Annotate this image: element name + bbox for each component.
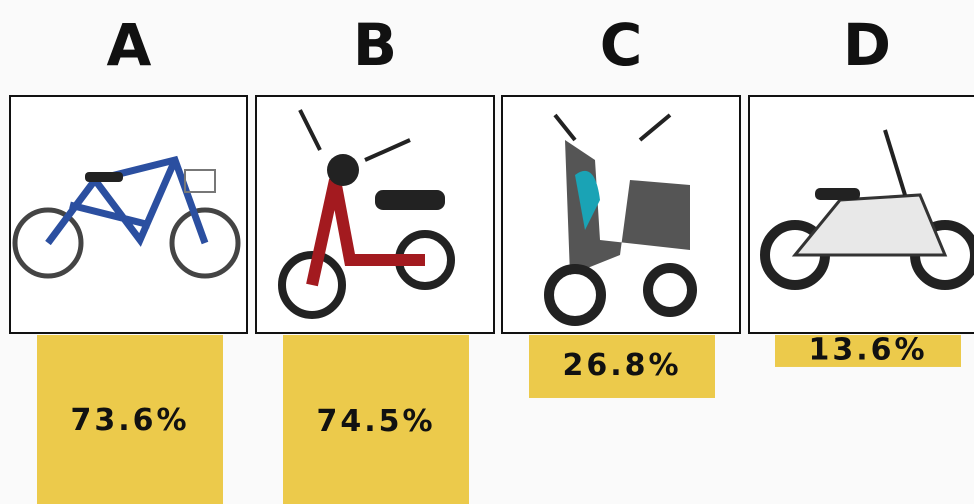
category-label: B — [353, 11, 397, 79]
category-label: D — [843, 11, 891, 79]
chart: A 73.6% B 74.5% C 26.8% D 13.6% — [0, 0, 974, 504]
page: {"chart_data": {"type": "bar", "categori… — [0, 0, 974, 504]
value-label: 73.6% — [70, 403, 189, 438]
photo-b — [256, 96, 494, 333]
photo-c — [502, 96, 740, 333]
value-label: 26.8% — [562, 348, 681, 383]
value-label: 74.5% — [316, 404, 435, 439]
category-label: C — [600, 11, 643, 79]
photo-d — [749, 96, 974, 333]
value-label: 13.6% — [808, 332, 927, 367]
category-label: A — [107, 11, 152, 79]
photo-a — [10, 96, 247, 333]
